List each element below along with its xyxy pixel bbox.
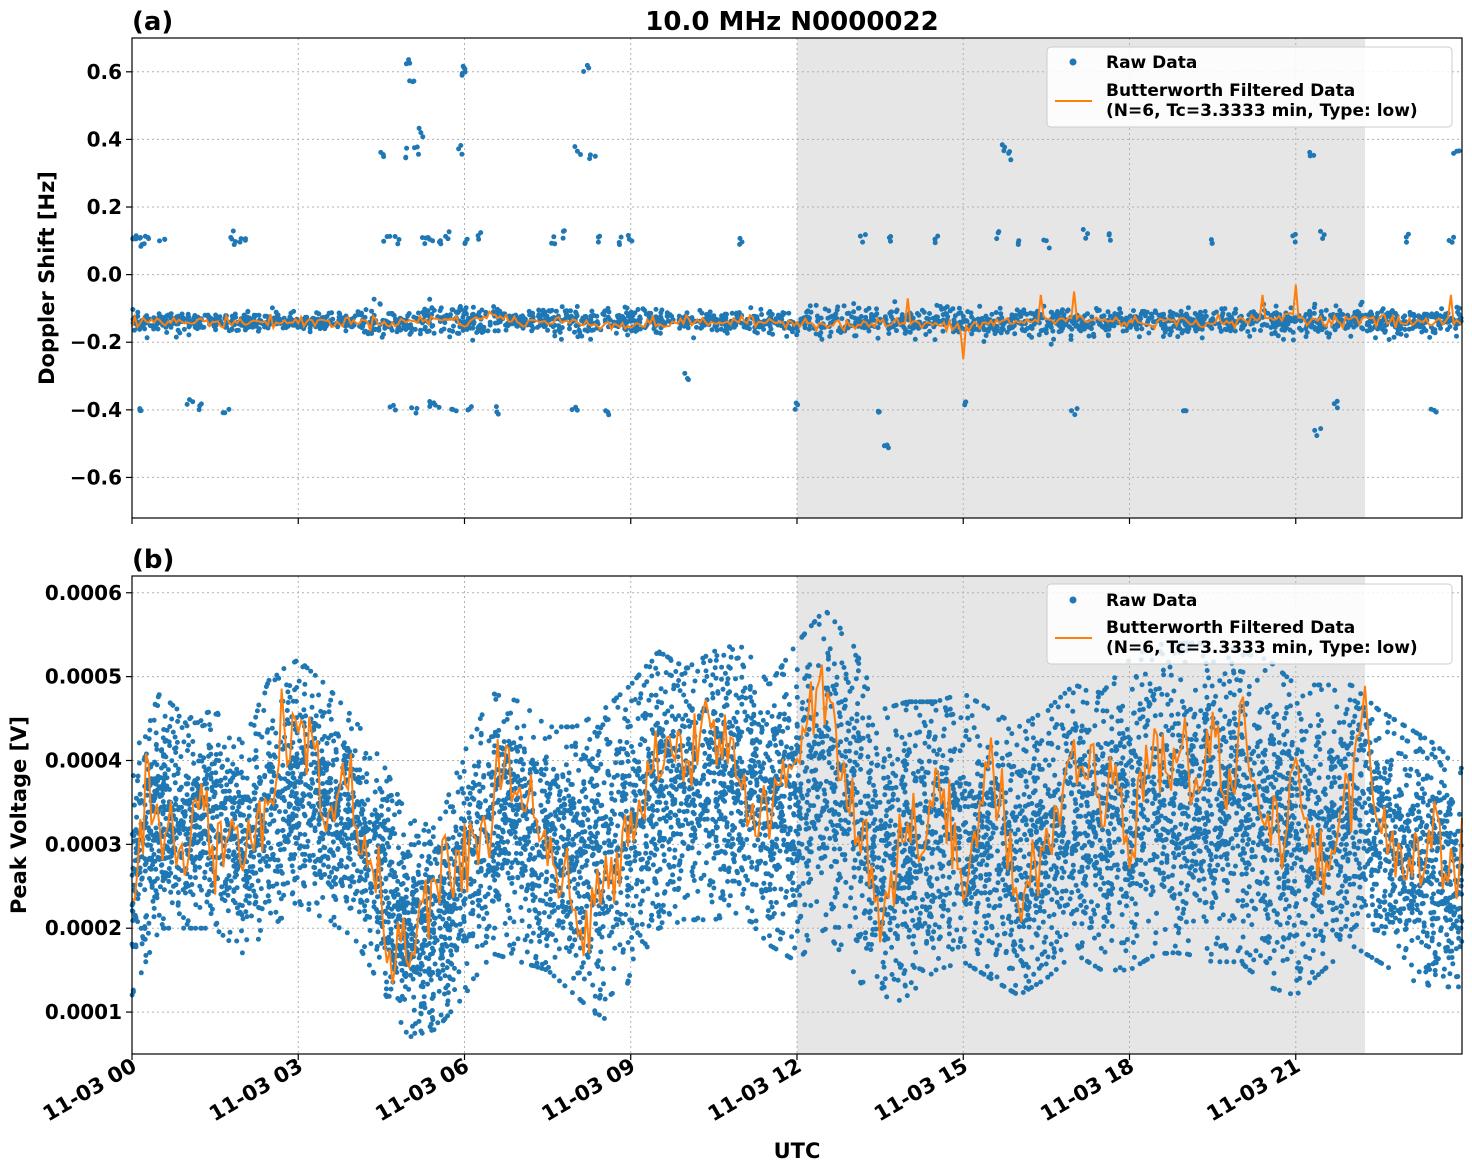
panel-a-ylabel: Doppler Shift [Hz] bbox=[35, 171, 59, 385]
panel-b-x-ticks bbox=[131, 1054, 1297, 1060]
figure-title: 10.0 MHz N0000022 bbox=[645, 7, 938, 37]
panel-a-label: (a) bbox=[132, 7, 173, 37]
y-tick-label: 0.6 bbox=[87, 60, 122, 84]
y-tick-label: 0.0 bbox=[87, 263, 122, 287]
panel-a: (a) 0.6 0.4 0.2 0.0 −0.2 −0.4 −0.6 Doppler Shi… bbox=[35, 7, 1464, 524]
x-tick-label: 11-03 21 bbox=[1202, 1054, 1304, 1127]
x-tick-labels: 11-03 00 11-03 03 11-03 06 11-03 09 11-03 12… bbox=[39, 1054, 1305, 1127]
panel-b-filtered-line bbox=[131, 664, 1463, 984]
panel-a-y-ticks: 0.6 0.4 0.2 0.0 −0.2 −0.4 −0.6 bbox=[70, 60, 132, 489]
panel-b-y-ticks: 0.0001 0.0002 0.0003 0.0004 0.0005 0.0006 bbox=[45, 581, 132, 1024]
y-tick-label: 0.0005 bbox=[45, 665, 122, 689]
legend-raw-label: Raw Data bbox=[1106, 591, 1197, 611]
legend-filtered-label: Butterworth Filtered Data (N=6, Tc=3.3333… bbox=[1106, 618, 1418, 658]
y-tick-label: 0.0004 bbox=[45, 748, 122, 772]
y-tick-label: 0.2 bbox=[87, 195, 122, 219]
x-tick-label: 11-03 12 bbox=[704, 1054, 806, 1127]
panel-b: (b) 0.0001 0.0002 0.0003 0.0004 0.0005 0.0006… bbox=[7, 545, 1465, 1060]
y-tick-label: −0.6 bbox=[70, 465, 122, 489]
y-tick-label: 0.0006 bbox=[45, 581, 122, 605]
y-tick-label: 0.0002 bbox=[45, 916, 122, 940]
legend-raw-marker bbox=[1069, 58, 1077, 66]
panel-a-legend: Raw Data Butterworth Filtered Data (N=6, … bbox=[1046, 46, 1453, 128]
legend-box bbox=[1046, 46, 1453, 128]
panel-a-x-ticks bbox=[131, 518, 1297, 524]
panel-b-label: (b) bbox=[132, 545, 174, 575]
legend-filtered-label: Butterworth Filtered Data (N=6, Tc=3.3333… bbox=[1106, 81, 1418, 121]
panel-b-ylabel: Peak Voltage [V] bbox=[7, 716, 31, 914]
x-tick-label: 11-03 06 bbox=[371, 1054, 473, 1127]
x-tick-label: 11-03 15 bbox=[870, 1054, 972, 1127]
panel-b-legend: Raw Data Butterworth Filtered Data (N=6, … bbox=[1046, 583, 1453, 665]
x-tick-label: 11-03 18 bbox=[1036, 1054, 1138, 1127]
panel-a-filtered-line bbox=[131, 284, 1463, 360]
legend-raw-label: Raw Data bbox=[1106, 53, 1197, 73]
y-tick-label: 0.0003 bbox=[45, 832, 122, 856]
y-tick-label: 0.0001 bbox=[45, 1000, 122, 1024]
x-axis-label: UTC bbox=[774, 1139, 821, 1163]
y-tick-label: 0.4 bbox=[87, 127, 122, 151]
x-tick-label: 11-03 00 bbox=[39, 1054, 141, 1127]
legend-raw-marker bbox=[1069, 596, 1077, 604]
legend-box bbox=[1046, 583, 1453, 665]
x-tick-label: 11-03 09 bbox=[537, 1054, 639, 1127]
x-tick-label: 11-03 03 bbox=[205, 1054, 307, 1127]
panel-b-raw-data bbox=[129, 609, 1465, 1040]
raw-data-points bbox=[129, 609, 1465, 1040]
y-tick-label: −0.4 bbox=[70, 398, 122, 422]
y-tick-label: −0.2 bbox=[70, 330, 122, 354]
